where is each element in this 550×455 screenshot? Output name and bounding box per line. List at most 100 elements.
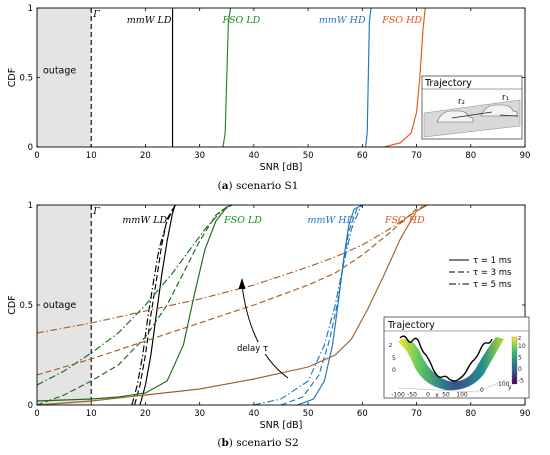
panel-caption-text: scenario S2 [236,437,298,449]
axis-floor-line-y [475,379,507,393]
inset-y-label: y [508,384,512,391]
colorbar-tick: 10 [518,343,526,350]
x-tick-label: 0 [34,409,39,419]
x-tick-label: 20 [140,151,151,161]
series-label-mmw-ld: mmW LD [122,215,167,226]
colorbar-label: z [518,335,521,342]
y-tick-label: 0 [28,401,33,411]
x-axis-label: SNR [dB] [260,162,303,173]
x-tick-label: 20 [140,409,151,419]
inset-x-label: x [435,392,439,399]
threshold-label: Γ [92,9,100,20]
series-line-fso-hd-tau-5ms [36,204,428,334]
panel-caption-close: ) [229,180,236,192]
series-label-fso-ld: FSO LD [223,215,262,226]
series-line-fso-ld-tau-5ms [36,204,233,386]
panel-caption-label: ( [217,437,221,449]
series-line-mmw-hd-tau-3ms [280,204,363,406]
series-line-fso-hd-tau-3ms [36,204,428,376]
x-tick-label: 40 [248,151,259,161]
series-line-fso-hd [383,7,426,148]
inset-x-tick: -50 [407,392,417,399]
colorbar-tick: 5 [518,355,522,362]
inset-label-r2: r₂ [458,97,465,107]
inset-x-tick: 50 [442,392,450,399]
car-right-icon [480,104,518,117]
inset-z-tick: 0 [392,367,396,374]
arrow-line [499,114,519,117]
y-tick-label: 1 [28,4,33,14]
series-group [171,7,426,148]
panel-caption-label: ( [218,180,222,192]
legend-label: τ = 5 ms [473,280,512,290]
x-tick-label: 90 [520,151,531,161]
y-tick-label: 1 [28,201,33,211]
x-tick-label: 70 [411,409,422,419]
x-tick-label: 10 [86,409,97,419]
inset-x-tick: 100 [456,392,468,399]
panel-caption-close: ) [229,437,236,449]
delay-annotation: delay τ [237,344,268,354]
x-tick-label: 60 [357,409,368,419]
series-line-mmw-ld-tau-1ms [139,204,176,406]
x-tick-label: 10 [86,151,97,161]
inset-x-tick: -100 [391,392,405,399]
inset-title: Trajectory [387,320,435,331]
x-tick-label: 50 [303,409,314,419]
y-axis-label: CDF [7,295,18,314]
legend-label: τ = 3 ms [473,268,512,278]
panel-caption-letter: a [222,180,229,192]
chart-panel-a: outage Γ 0 10 20 30 40 50 60 70 80 90 0 0.5 1 SNR [dB] C… [7,4,530,192]
panel-caption: (a) scenario S1 [218,180,299,192]
x-tick-label: 70 [411,151,422,161]
series-line-fso-ld [222,7,232,148]
x-tick-label: 30 [194,409,205,419]
series-line-fso-ld-tau-1ms [36,204,233,402]
inset-y-tick: 0 [480,387,484,394]
trajectory-path [399,335,493,382]
trajectory-surface [398,337,504,391]
series-label-fso-hd: FSO HD [381,15,422,26]
inset-z-tick: 5 [392,355,396,362]
series-label-mmw-hd: mmW HD [319,15,366,26]
series-line-mmw-hd-tau-1ms [297,204,363,406]
series-line-mmw-hd [365,7,372,148]
outage-region [37,205,92,405]
axis-floor-line [397,387,477,393]
x-tick-label: 80 [465,151,476,161]
outage-region [37,8,92,147]
panel-caption: (b) scenario S2 [217,437,298,449]
series-label-fso-ld: FSO LD [221,15,260,26]
x-tick-label: 50 [303,151,314,161]
colorbar-tick: -5 [518,378,524,385]
outage-label: outage [43,300,76,311]
y-tick-label: 0.5 [19,301,33,311]
x-tick-label: 80 [465,409,476,419]
y-tick-label: 0 [28,143,33,153]
threshold-label: Γ [92,206,100,217]
y-axis-label: CDF [7,68,18,87]
x-tick-label: 30 [194,151,205,161]
series-group [36,204,428,406]
delay-arrow-head [238,278,246,289]
series-label-fso-hd: FSO HD [384,215,425,226]
trajectory-inset: Trajectory r₂ r₁ [421,75,523,140]
inset-title: Trajectory [424,78,472,89]
legend-label: τ = 1 ms [473,256,512,266]
delay-arrow [241,284,289,379]
inset-x-tick: 0 [426,392,430,399]
y-tick-label: 0.5 [19,74,33,84]
colorbar-tick: 0 [518,366,522,373]
x-tick-label: 90 [520,409,531,419]
car-left-icon [436,110,474,123]
series-label-mmw-hd: mmW HD [307,215,354,226]
outage-label: outage [43,66,76,77]
colorbar [511,336,518,385]
series-line-mmw-ld-tau-3ms [134,204,176,406]
inset-z-label: z [389,342,392,349]
panel-caption-letter: b [221,437,228,449]
inset-y-tick: 100 [498,381,510,388]
